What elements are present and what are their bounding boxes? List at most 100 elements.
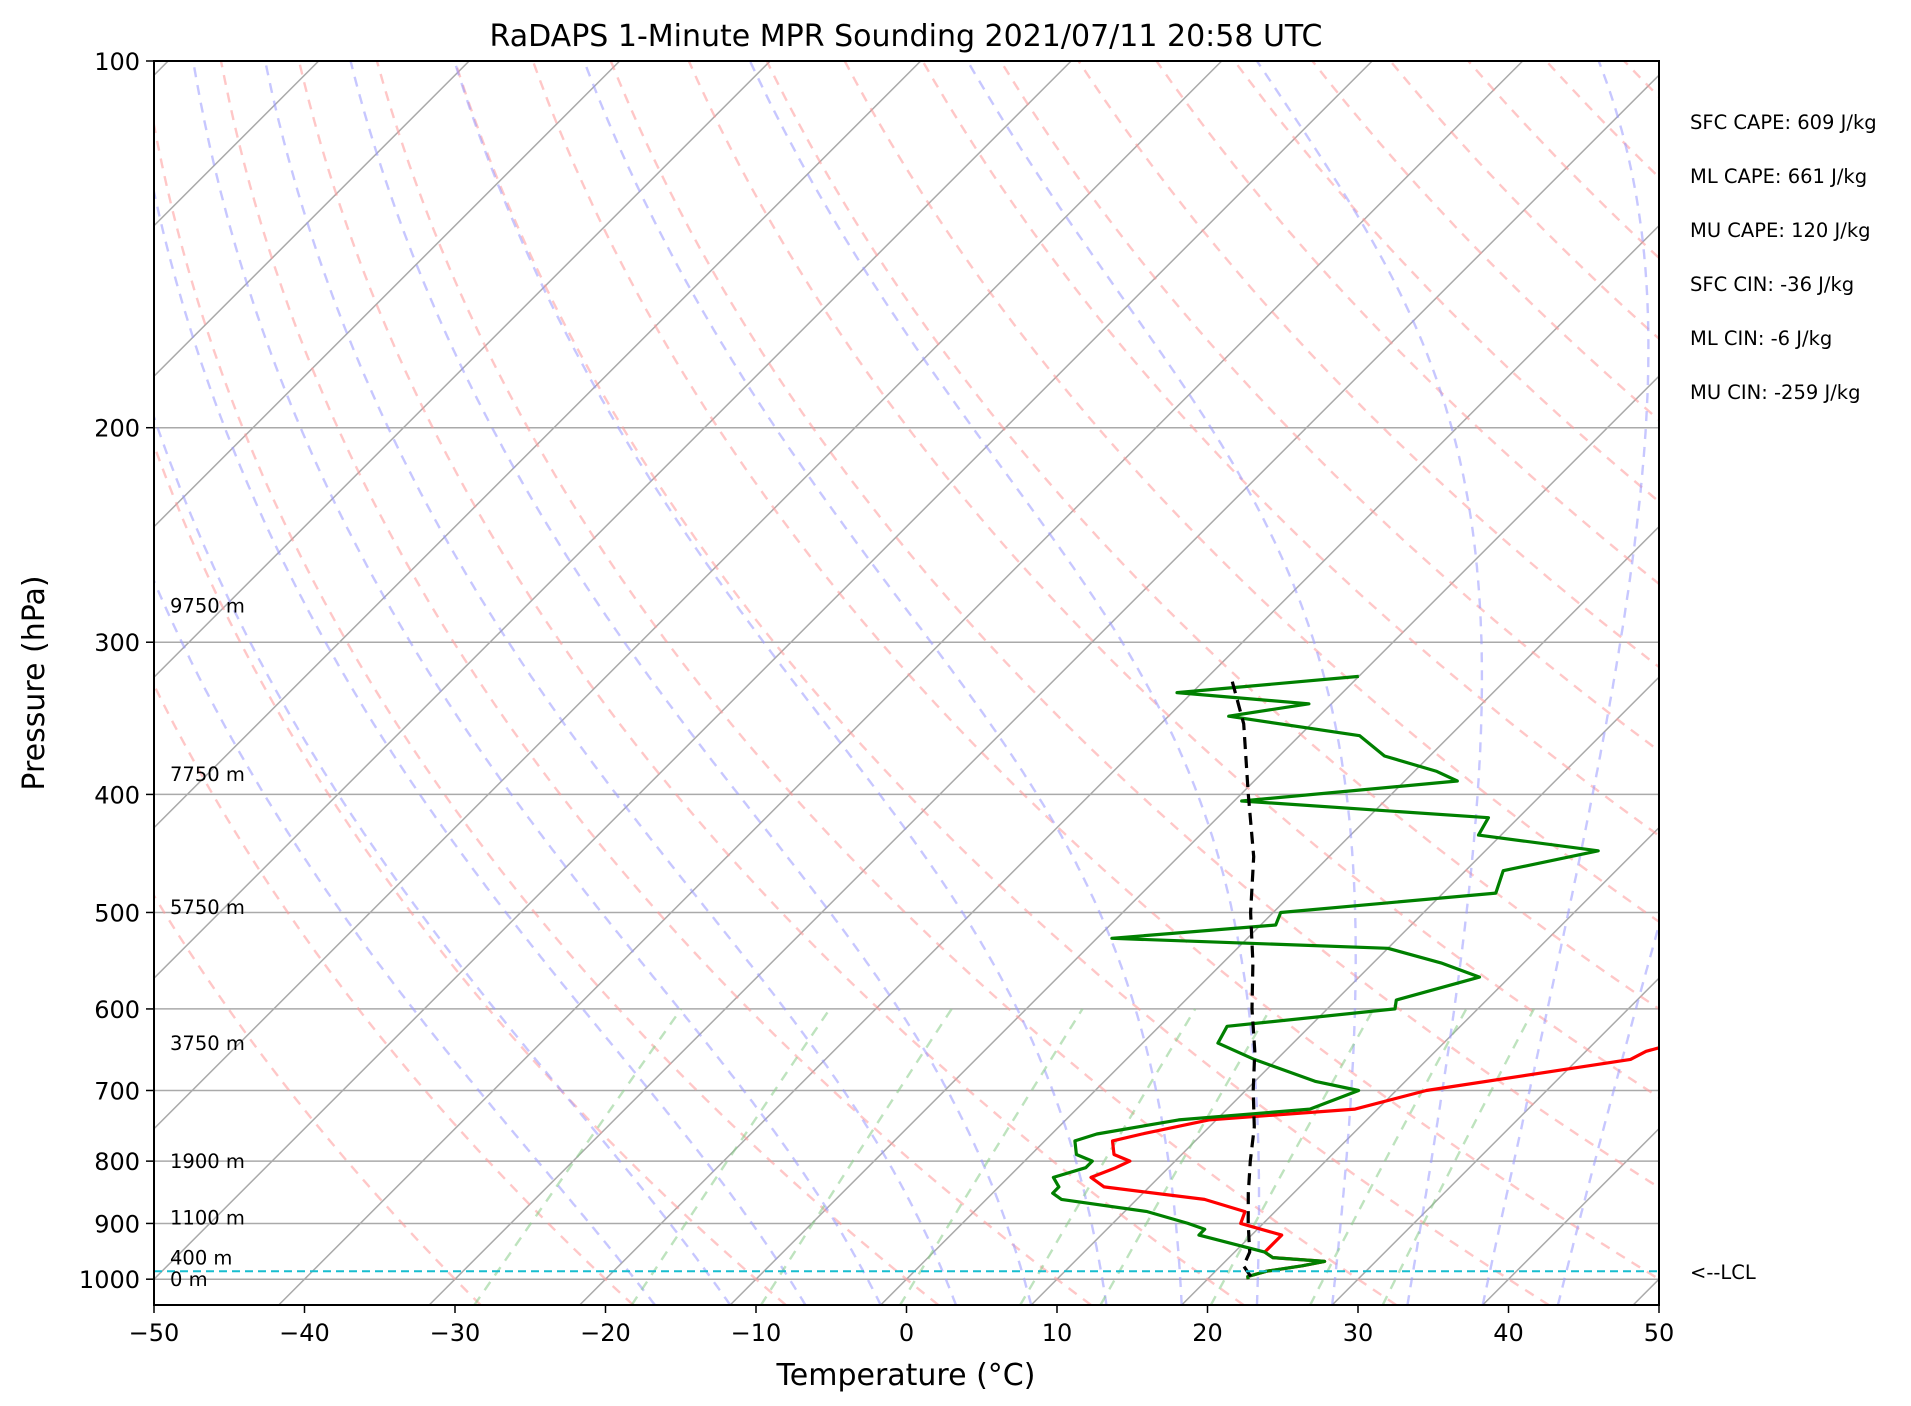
height-label: 1100 m bbox=[170, 1207, 245, 1230]
x-tick-label: 0 bbox=[899, 1319, 914, 1347]
dry-adiabat bbox=[687, 61, 1659, 1099]
y-tick-label: 100 bbox=[94, 48, 140, 76]
moist-adiabat bbox=[154, 578, 656, 1305]
dry-adiabat bbox=[1545, 61, 1659, 180]
index-label: SFC CIN: -36 J/kg bbox=[1690, 273, 1854, 296]
dry-adiabat bbox=[1467, 61, 1659, 260]
isotherm--40 bbox=[278, 61, 1524, 1305]
dry-adiabat bbox=[1311, 61, 1659, 422]
moist-adiabat bbox=[349, 61, 1033, 1305]
dry-adiabat bbox=[1623, 61, 1659, 99]
isotherm--30 bbox=[428, 74, 1659, 1305]
index-label: MU CIN: -259 J/kg bbox=[1690, 381, 1860, 404]
height-label: 5750 m bbox=[170, 896, 245, 919]
isotherm--80 bbox=[154, 61, 922, 829]
dry-adiabat bbox=[154, 893, 482, 1305]
x-axis: −50 −40 −30 −20 −10 0 10 20 30 40 50 bbox=[129, 1305, 1675, 1347]
mixing-ratio-line bbox=[1099, 1008, 1272, 1305]
index-label: SFC CAPE: 609 J/kg bbox=[1690, 111, 1877, 134]
grid-layer bbox=[0, 61, 1659, 1305]
mixing-ratio-line bbox=[1309, 1008, 1468, 1305]
y-tick-label: 500 bbox=[94, 899, 140, 927]
y-axis: 100 200 300 400 500 600 700 800 900 1000 bbox=[79, 48, 154, 1294]
dry-adiabat bbox=[453, 61, 1550, 1305]
isotherm-0 bbox=[880, 525, 1659, 1305]
moist-adiabat bbox=[1255, 61, 1484, 1305]
y-tick-label: 200 bbox=[94, 415, 140, 443]
y-tick-label: 800 bbox=[94, 1148, 140, 1176]
index-label: ML CIN: -6 J/kg bbox=[1690, 327, 1832, 350]
x-tick-label: 30 bbox=[1343, 1319, 1374, 1347]
isotherm--110 bbox=[154, 61, 470, 378]
lcl-label: <--LCL bbox=[1690, 1261, 1756, 1284]
x-tick-label: −30 bbox=[430, 1319, 481, 1347]
x-tick-label: −20 bbox=[580, 1319, 631, 1347]
height-label: 7750 m bbox=[170, 763, 245, 786]
y-tick-label: 900 bbox=[94, 1210, 140, 1238]
dry-adiabat bbox=[375, 61, 1397, 1305]
height-label: 9750 m bbox=[170, 595, 245, 618]
mixing-ratio-line bbox=[899, 1008, 1084, 1305]
isotherm--60 bbox=[154, 61, 1223, 1130]
mixing-ratio-line bbox=[473, 1008, 683, 1305]
y-tick-label: 300 bbox=[94, 629, 140, 657]
isotherm--90 bbox=[154, 61, 771, 679]
dry-adiabat bbox=[219, 61, 1092, 1305]
instability-indices: SFC CAPE: 609 J/kg ML CAPE: 661 J/kg MU CA… bbox=[1690, 111, 1877, 404]
dry-adiabat bbox=[154, 441, 787, 1305]
data-series bbox=[1051, 674, 1659, 1280]
isotherm--10 bbox=[729, 375, 1659, 1305]
dry-adiabat bbox=[1389, 61, 1659, 341]
x-tick-label: 40 bbox=[1493, 1319, 1524, 1347]
y-axis-label: Pressure (hPa) bbox=[17, 575, 52, 790]
x-tick-label: −10 bbox=[731, 1319, 782, 1347]
isotherm-10 bbox=[1030, 676, 1659, 1305]
x-tick-label: 20 bbox=[1192, 1319, 1223, 1347]
dewpoint-line bbox=[1051, 674, 1600, 1280]
temperature-line bbox=[1089, 1046, 1659, 1280]
moist-adiabat bbox=[154, 186, 807, 1305]
dry-adiabat bbox=[531, 61, 1659, 1281]
isotherm--100 bbox=[154, 61, 621, 528]
isotherm-30 bbox=[1331, 977, 1659, 1305]
height-label: 400 m bbox=[170, 1247, 232, 1270]
x-axis-label: Temperature (°C) bbox=[776, 1358, 1036, 1393]
parcel-line bbox=[1229, 675, 1257, 1278]
lcl-marker: <--LCL bbox=[154, 1261, 1756, 1284]
isotherm--20 bbox=[579, 224, 1659, 1305]
moist-adiabat bbox=[154, 413, 732, 1305]
chart-title: RaDAPS 1-Minute MPR Sounding 2021/07/11 … bbox=[490, 19, 1323, 54]
dry-adiabat bbox=[843, 61, 1659, 924]
isotherm-20 bbox=[1181, 826, 1659, 1305]
height-label: 0 m bbox=[170, 1268, 208, 1291]
x-tick-label: 50 bbox=[1644, 1319, 1675, 1347]
dry-adiabat bbox=[297, 61, 1245, 1305]
moist-adiabat bbox=[1481, 61, 1650, 1305]
index-label: ML CAPE: 661 J/kg bbox=[1690, 165, 1867, 188]
dry-adiabat bbox=[1702, 61, 1911, 1305]
dry-adiabat bbox=[999, 61, 1659, 753]
moist-adiabat bbox=[264, 61, 958, 1305]
index-label: MU CAPE: 120 J/kg bbox=[1690, 219, 1871, 242]
dry-adiabat bbox=[154, 118, 940, 1305]
mixing-ratio-line bbox=[630, 1008, 831, 1305]
moist-adiabat bbox=[582, 61, 1183, 1305]
plot-frame bbox=[153, 60, 1660, 1306]
dry-adiabat bbox=[154, 682, 635, 1305]
mixing-ratio-line bbox=[1209, 1008, 1375, 1305]
moist-adiabat bbox=[192, 61, 882, 1305]
isotherm--70 bbox=[154, 61, 1072, 980]
isotherm-50 bbox=[1632, 1278, 1659, 1305]
mixing-ratio-line bbox=[1381, 1008, 1535, 1305]
y-tick-label: 600 bbox=[94, 996, 140, 1024]
height-label: 3750 m bbox=[170, 1032, 245, 1055]
isotherm--140 bbox=[0, 61, 18, 1305]
isotherm--50 bbox=[154, 61, 1373, 1281]
dry-adiabat bbox=[765, 61, 1659, 1011]
x-tick-label: −40 bbox=[279, 1319, 330, 1347]
x-tick-label: 10 bbox=[1042, 1319, 1073, 1347]
reference-lines bbox=[154, 61, 1911, 1305]
y-tick-label: 400 bbox=[94, 781, 140, 809]
